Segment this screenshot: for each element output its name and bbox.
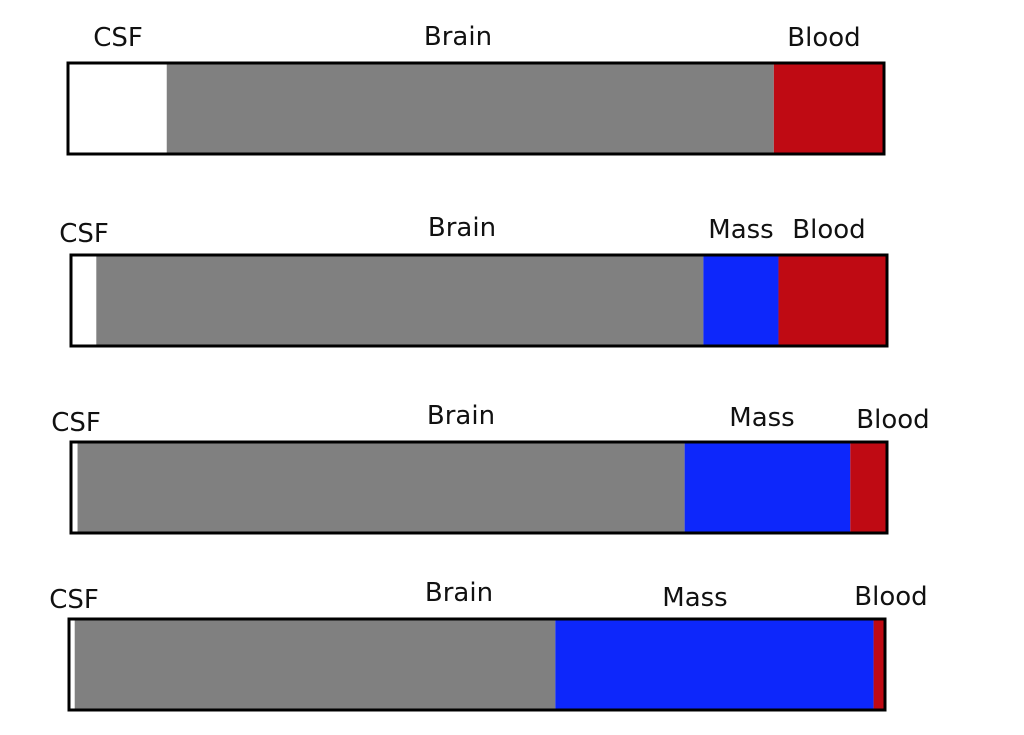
bar-row-2: CSF Brain Mass Blood <box>59 213 889 348</box>
label-mass: Mass <box>662 583 727 613</box>
label-csf: CSF <box>49 585 99 615</box>
bar-row-4: CSF Brain Mass Blood <box>49 578 928 712</box>
label-blood: Blood <box>854 582 927 612</box>
segment-csf <box>69 619 75 710</box>
label-brain: Brain <box>424 22 492 52</box>
label-brain: Brain <box>427 401 495 431</box>
label-mass: Mass <box>708 215 773 245</box>
segment-brain <box>96 255 704 346</box>
segment-blood <box>873 619 885 710</box>
segment-blood <box>850 442 887 533</box>
label-csf: CSF <box>59 219 109 249</box>
bar-outline <box>69 253 889 348</box>
segment-brain <box>74 619 556 710</box>
bar-outline <box>69 440 889 535</box>
bar-outline <box>67 617 887 712</box>
segment-csf <box>71 442 78 533</box>
label-blood: Blood <box>856 405 929 435</box>
segment-csf <box>68 63 167 154</box>
segment-brain <box>77 442 685 533</box>
label-mass: Mass <box>729 403 794 433</box>
label-csf: CSF <box>93 23 143 53</box>
segment-csf <box>71 255 97 346</box>
segment-blood <box>773 63 884 154</box>
label-csf: CSF <box>51 408 101 438</box>
segment-mass <box>555 619 874 710</box>
bar-row-1: CSF Brain Blood <box>66 22 886 156</box>
bar-outline <box>66 61 886 156</box>
label-blood: Blood <box>792 215 865 245</box>
bar-row-3: CSF Brain Mass Blood <box>51 401 930 535</box>
label-blood: Blood <box>787 23 860 53</box>
segment-mass <box>684 442 851 533</box>
label-brain: Brain <box>425 578 493 608</box>
segment-blood <box>778 255 887 346</box>
segment-mass <box>703 255 779 346</box>
label-brain: Brain <box>428 213 496 243</box>
segment-brain <box>166 63 774 154</box>
